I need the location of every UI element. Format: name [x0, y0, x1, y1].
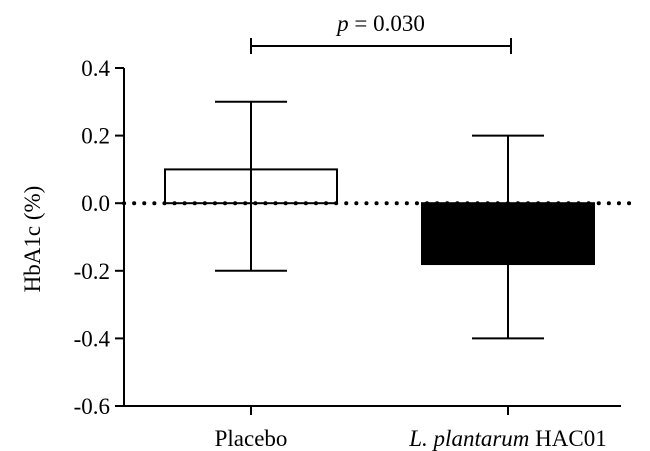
category-species-text: L. plantarum	[408, 426, 529, 451]
y-tick-label: -0.2	[74, 259, 110, 284]
x-category-label: L. plantarum HAC01	[408, 426, 606, 451]
significance-annotation: p = 0.030	[250, 11, 512, 54]
axis-layer	[115, 67, 621, 415]
y-tick-label: 0.2	[81, 124, 110, 149]
p-value-label: p = 0.030	[335, 11, 425, 36]
category-strain-text: HAC01	[529, 426, 606, 451]
bar-layer	[164, 100, 595, 340]
category-text: Placebo	[215, 426, 288, 451]
y-tick-label: -0.4	[74, 326, 111, 351]
p-symbol: p	[335, 11, 349, 36]
y-axis-title: HbA1c (%)	[20, 186, 45, 293]
x-category-label: Placebo	[215, 426, 288, 451]
label-layer: HbA1c (%) 0.4 0.2 0.0 -0.2 -0.4 -0.6 Placebo L.…	[20, 56, 607, 451]
p-value-text: = 0.030	[349, 11, 425, 36]
y-tick-label: 0.0	[81, 191, 110, 216]
y-tick-label: 0.4	[81, 56, 110, 81]
y-tick-label: -0.6	[74, 394, 110, 419]
